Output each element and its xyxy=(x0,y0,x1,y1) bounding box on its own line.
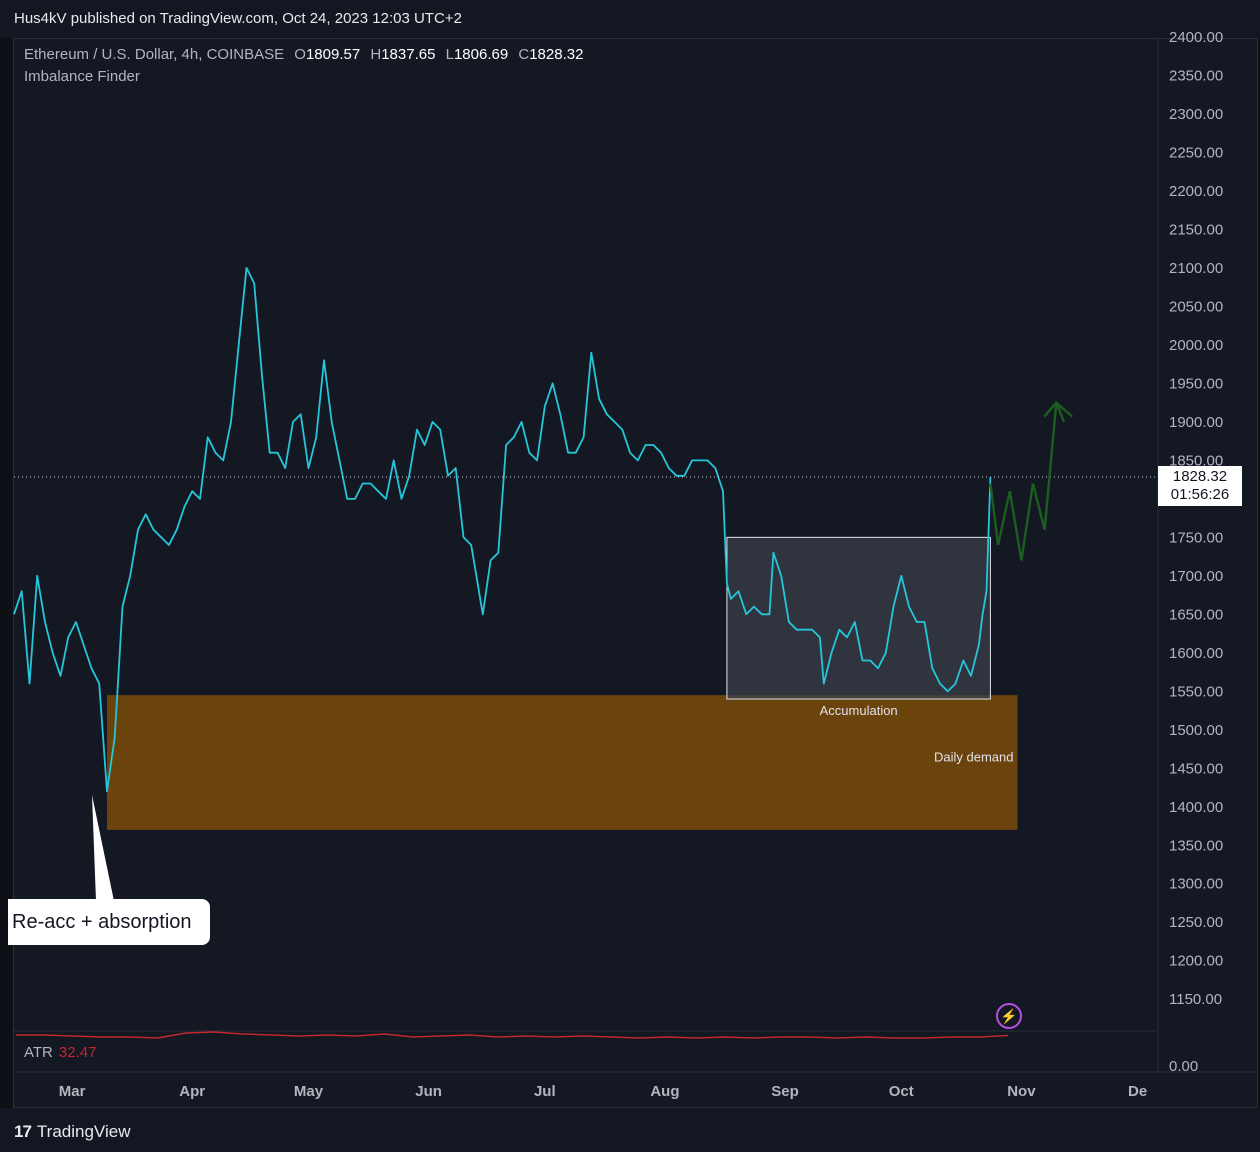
price-line xyxy=(13,266,992,793)
high-key: H xyxy=(370,46,382,63)
open-value: 1809.57 xyxy=(305,46,361,63)
price-layer xyxy=(13,266,1157,793)
y-tick-label: 1900.00 xyxy=(1169,414,1223,431)
open-key: O xyxy=(294,46,306,63)
y-tick-label: 1150.00 xyxy=(1169,991,1222,1008)
x-tick-label: De xyxy=(1128,1083,1147,1100)
atr-axis-label: 0.00 xyxy=(1169,1058,1198,1075)
x-tick-label: Sep xyxy=(771,1083,799,1100)
x-tick-label: Nov xyxy=(1007,1083,1036,1100)
current-price: 1828.32 xyxy=(1172,468,1228,485)
brand-name: TradingView xyxy=(36,1122,131,1141)
y-tick-label: 2100.00 xyxy=(1169,260,1223,277)
y-tick-label: 2350.00 xyxy=(1169,67,1223,84)
symbol-legend: Ethereum / U.S. Dollar, 4h, COINBASE O18… xyxy=(24,46,583,63)
y-tick-label: 1700.00 xyxy=(1169,568,1223,585)
close-value: 1828.32 xyxy=(529,46,584,63)
y-tick-label: 2000.00 xyxy=(1169,337,1223,354)
callout-box[interactable]: Re-acc + absorption xyxy=(8,899,210,945)
atr-line xyxy=(16,1031,1009,1039)
footer: 17 TradingView xyxy=(0,1108,1260,1152)
x-tick-label: Mar xyxy=(59,1083,86,1100)
atr-layer: 0.00 xyxy=(14,1030,1198,1075)
daily-demand-label: Daily demand xyxy=(934,750,1014,765)
y-tick-label: 1300.00 xyxy=(1169,876,1223,893)
x-tick-label: May xyxy=(294,1083,324,1100)
y-tick-label: 1850.00 xyxy=(1169,452,1223,469)
indicator-name[interactable]: Imbalance Finder xyxy=(24,68,140,85)
accumulation-label: Accumulation xyxy=(820,703,898,718)
y-tick-label: 1500.00 xyxy=(1169,722,1223,739)
callout-pointer xyxy=(92,795,114,901)
zones-layer: Accumulation Daily demand xyxy=(92,536,1018,901)
projection-arrowhead xyxy=(1043,400,1074,418)
x-tick-label: Apr xyxy=(179,1083,205,1100)
brand-mark: 17 xyxy=(14,1122,32,1141)
tradingview-logo[interactable]: 17 TradingView xyxy=(14,1122,130,1142)
y-tick-label: 2300.00 xyxy=(1169,106,1223,123)
y-tick-label: 1250.00 xyxy=(1169,914,1223,931)
projection-path xyxy=(989,402,1066,561)
y-tick-label: 2200.00 xyxy=(1169,183,1223,200)
y-tick-label: 1550.00 xyxy=(1169,683,1223,700)
high-value: 1837.65 xyxy=(381,46,436,63)
y-tick-label: 2150.00 xyxy=(1169,221,1223,238)
y-tick-label: 1450.00 xyxy=(1169,760,1223,777)
daily-demand-zone xyxy=(106,695,1018,830)
accumulation-box xyxy=(726,536,991,700)
current-price-tag: 1828.32 01:56:26 xyxy=(1158,466,1242,506)
y-tick-label: 2250.00 xyxy=(1169,144,1223,161)
y-tick-label: 1600.00 xyxy=(1169,645,1223,662)
low-value: 1806.69 xyxy=(453,46,509,63)
atr-value: 32.47 xyxy=(58,1044,97,1061)
x-tick-label: Oct xyxy=(889,1083,914,1100)
y-tick-label: 1350.00 xyxy=(1169,837,1223,854)
x-tick-label: Jun xyxy=(415,1083,442,1100)
published-header: Hus4kV published on TradingView.com, Oct… xyxy=(0,0,1260,38)
lightning-icon[interactable]: ⚡ xyxy=(996,1003,1022,1029)
chart-frame[interactable] xyxy=(13,38,1258,1108)
published-line: Hus4kV published on TradingView.com, Oct… xyxy=(14,10,462,27)
low-key: L xyxy=(445,46,454,63)
y-tick-label: 1200.00 xyxy=(1169,953,1223,970)
y-tick-label: 2050.00 xyxy=(1169,298,1223,315)
x-tick-label: Jul xyxy=(534,1083,556,1100)
y-tick-label: 1750.00 xyxy=(1169,529,1223,546)
projection-layer xyxy=(989,400,1074,561)
symbol-name[interactable]: Ethereum / U.S. Dollar, 4h, COINBASE xyxy=(24,46,285,63)
callout-text: Re-acc + absorption xyxy=(12,911,192,933)
bar-countdown: 01:56:26 xyxy=(1170,486,1230,503)
y-tick-label: 1950.00 xyxy=(1169,375,1223,392)
y-tick-label: 1400.00 xyxy=(1169,799,1223,816)
atr-legend: ATR 32.47 xyxy=(24,1044,96,1061)
x-tick-label: Aug xyxy=(650,1083,679,1100)
y-tick-label: 1650.00 xyxy=(1169,606,1223,623)
close-key: C xyxy=(518,46,530,63)
y-tick-label: 2400.00 xyxy=(1169,29,1223,46)
atr-label[interactable]: ATR xyxy=(24,1044,53,1061)
